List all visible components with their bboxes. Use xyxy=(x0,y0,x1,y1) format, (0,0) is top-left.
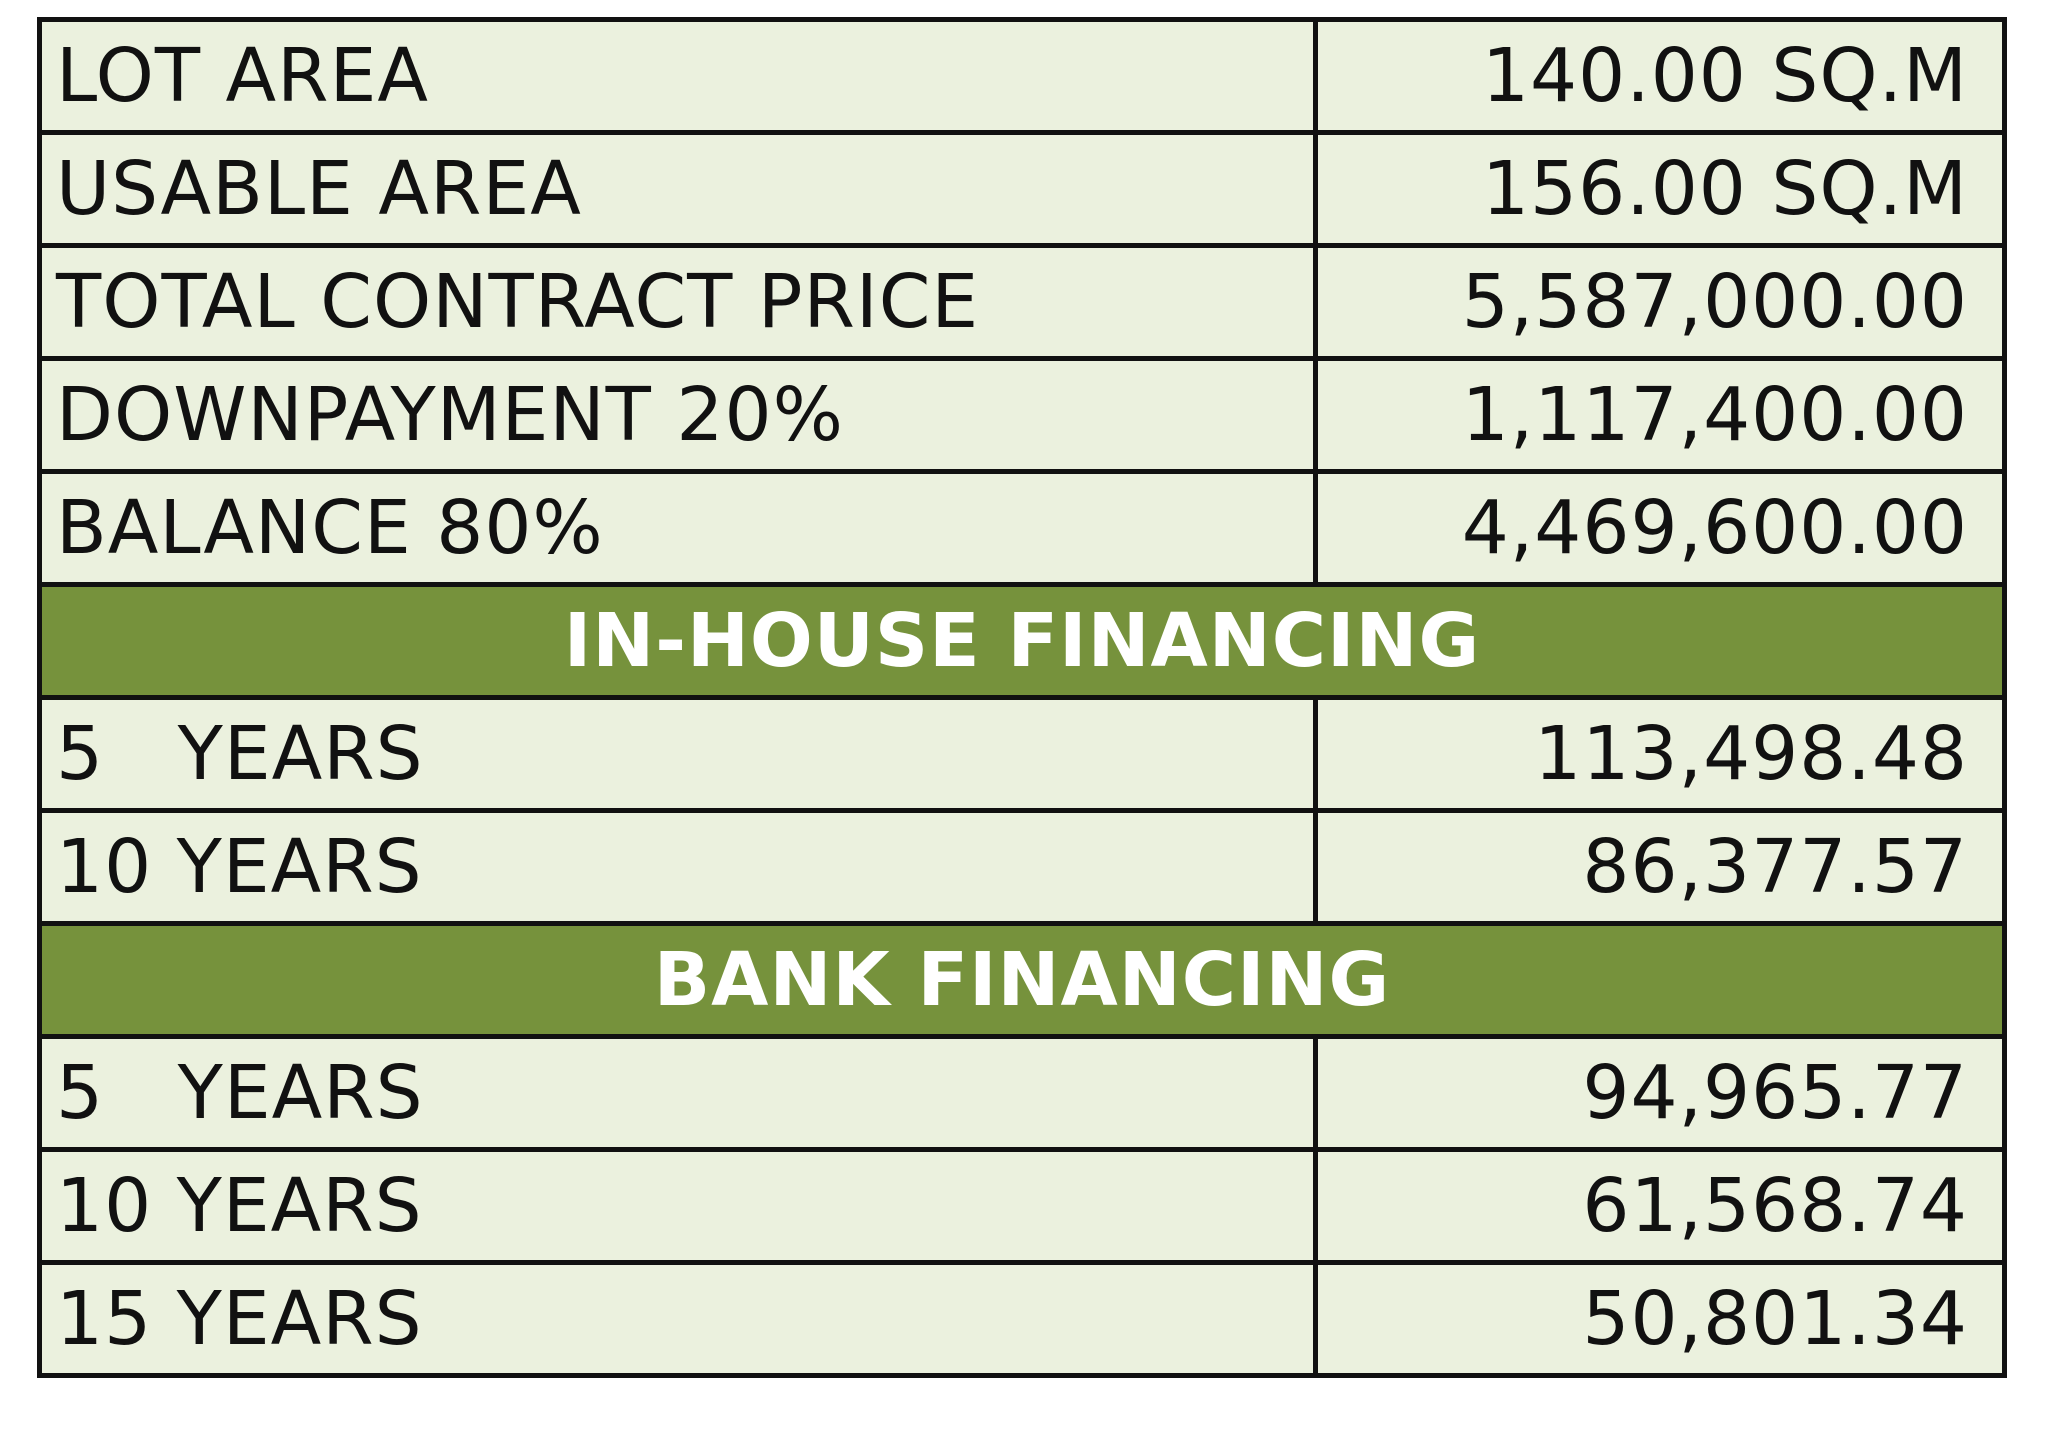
row-label: 10 YEARS xyxy=(42,1152,1318,1260)
table-row-bank-10-years: 10 YEARS 61,568.74 xyxy=(42,1152,2002,1265)
row-label: 5 YEARS xyxy=(42,1039,1318,1147)
table-row-bank-5-years: 5 YEARS 94,965.77 xyxy=(42,1039,2002,1152)
table-row-in-house-5-years: 5 YEARS 113,498.48 xyxy=(42,700,2002,813)
section-header-bank-financing: BANK FINANCING xyxy=(42,926,2002,1039)
table-row-total-contract-price: TOTAL CONTRACT PRICE 5,587,000.00 xyxy=(42,248,2002,361)
row-value: 50,801.34 xyxy=(1582,1276,1968,1362)
row-label: BALANCE 80% xyxy=(42,474,1318,582)
row-value: 94,965.77 xyxy=(1582,1050,1968,1136)
row-value: 113,498.48 xyxy=(1534,711,1968,797)
row-label: DOWNPAYMENT 20% xyxy=(42,361,1318,469)
row-label: TOTAL CONTRACT PRICE xyxy=(42,248,1318,356)
table-row-in-house-10-years: 10 YEARS 86,377.57 xyxy=(42,813,2002,926)
row-value: 61,568.74 xyxy=(1582,1163,1968,1249)
row-value: 5,587,000.00 xyxy=(1461,259,1968,345)
row-value: 156.00 SQ.M xyxy=(1481,146,1968,232)
table-row-lot-area: LOT AREA 140.00 SQ.M xyxy=(42,22,2002,135)
row-label: USABLE AREA xyxy=(42,135,1318,243)
table-row-balance: BALANCE 80% 4,469,600.00 xyxy=(42,474,2002,587)
pricing-table: LOT AREA 140.00 SQ.M USABLE AREA 156.00 … xyxy=(37,17,2007,1378)
table-row-usable-area: USABLE AREA 156.00 SQ.M xyxy=(42,135,2002,248)
row-value: 86,377.57 xyxy=(1582,824,1968,910)
section-header-in-house-financing: IN-HOUSE FINANCING xyxy=(42,587,2002,700)
row-label: 15 YEARS xyxy=(42,1265,1318,1373)
row-label: 5 YEARS xyxy=(42,700,1318,808)
row-label: LOT AREA xyxy=(42,22,1318,130)
row-value: 4,469,600.00 xyxy=(1461,485,1968,571)
table-row-downpayment: DOWNPAYMENT 20% 1,117,400.00 xyxy=(42,361,2002,474)
row-value: 1,117,400.00 xyxy=(1461,372,1968,458)
row-value: 140.00 SQ.M xyxy=(1481,33,1968,119)
table-row-bank-15-years: 15 YEARS 50,801.34 xyxy=(42,1265,2002,1373)
row-label: 10 YEARS xyxy=(42,813,1318,921)
